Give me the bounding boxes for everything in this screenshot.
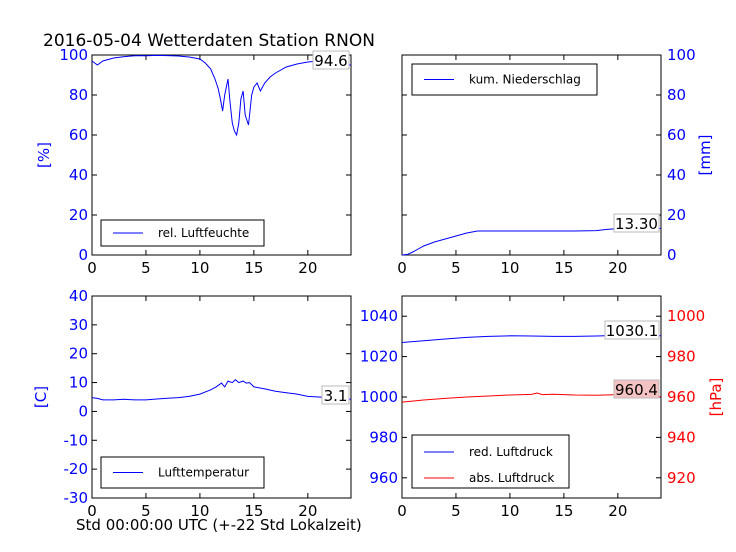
x-tick-label: 10 [500, 259, 519, 277]
y-tick-label: 20 [69, 345, 88, 363]
x-tick-label: 10 [190, 502, 209, 520]
plot-frame [91, 295, 352, 499]
temperature-value: 3.1 [324, 387, 348, 405]
x-tick-label: 5 [141, 259, 151, 277]
y-axis-label: [%] [35, 142, 53, 168]
y-tick-label: 980 [667, 348, 696, 366]
pressure-red-value-box [604, 320, 660, 340]
x-tick-label: 20 [298, 502, 317, 520]
y-axis-label: [C] [32, 386, 50, 408]
y-tick-label: 940 [667, 428, 696, 446]
legend-box [411, 434, 570, 489]
y-tick-label: 0 [78, 402, 88, 420]
y-tick-label: 920 [667, 469, 696, 487]
humidity-value-box [312, 50, 350, 70]
y-tick-label: 30 [69, 316, 88, 334]
y-tick-label: 1000 [360, 388, 398, 406]
x-tick-label: 0 [87, 259, 97, 277]
x-tick-label: 5 [451, 502, 461, 520]
x-tick-label: 0 [397, 502, 407, 520]
pressure-abs-value: 960.4 [615, 381, 658, 399]
x-tick-label: 20 [298, 259, 317, 277]
y-tick-label: 0 [78, 246, 88, 264]
humidity-value: 94.6 [314, 52, 347, 70]
series-line-lufttemperatur [91, 379, 352, 401]
plot-frame [91, 54, 352, 256]
y-tick-label: 80 [69, 86, 88, 104]
x-tick-label: 15 [554, 502, 573, 520]
y-axis-label: [mm] [696, 135, 714, 176]
y-tick-label: 100 [59, 46, 88, 64]
y-tick-label: -20 [64, 460, 89, 478]
y-tick-label: 960 [369, 469, 398, 487]
x-tick-label: 10 [190, 259, 209, 277]
y-tick-label: 960 [667, 388, 696, 406]
legend-label: Lufttemperatur [158, 466, 249, 480]
legend-label: rel. Luftfeuchte [158, 226, 249, 240]
x-tick-label: 0 [397, 259, 407, 277]
y-tick-label: -30 [64, 489, 89, 507]
x-axis-label: Std 00:00:00 UTC (+-22 Std Lokalzeit) [76, 516, 362, 534]
y-axis-label: [hPa] [707, 378, 725, 417]
y-tick-label: 1020 [360, 348, 398, 366]
y-tick-label: 1040 [360, 307, 398, 325]
legend-label: kum. Niederschlag [469, 73, 581, 87]
y-tick-label: 40 [69, 287, 88, 305]
precipitation-value-box [613, 213, 660, 233]
x-tick-label: 5 [141, 502, 151, 520]
plot-frame [401, 54, 662, 256]
series-line-abs-luftdruck [401, 392, 662, 403]
x-tick-label: 15 [554, 259, 573, 277]
y-tick-label: 20 [69, 206, 88, 224]
y-tick-label: 1000 [667, 307, 705, 325]
legend-label: red. Luftdruck [469, 445, 553, 459]
x-tick-label: 0 [87, 502, 97, 520]
y-tick-label: 10 [69, 374, 88, 392]
legend-label: abs. Luftdruck [469, 471, 554, 485]
y-tick-label: 20 [667, 206, 686, 224]
x-tick-label: 10 [500, 502, 519, 520]
y-tick-label: 0 [667, 246, 677, 264]
temperature-value-box [321, 385, 350, 405]
y-tick-label: 60 [667, 126, 686, 144]
y-tick-label: 60 [69, 126, 88, 144]
y-tick-label: 100 [667, 46, 696, 64]
x-tick-label: 15 [244, 502, 263, 520]
y-tick-label: -10 [64, 431, 89, 449]
x-tick-label: 20 [608, 259, 627, 277]
figure-title: 2016-05-04 Wetterdaten Station RNON [43, 31, 375, 51]
y-tick-label: 980 [369, 428, 398, 446]
pressure-red-value: 1030.1 [606, 322, 659, 340]
x-tick-label: 20 [608, 502, 627, 520]
y-tick-label: 40 [69, 166, 88, 184]
precipitation-value: 13.30 [615, 215, 658, 233]
pressure-abs-value-box [613, 379, 660, 399]
x-tick-label: 5 [451, 259, 461, 277]
series-line-kum-niederschlag [401, 227, 661, 256]
y-tick-label: 80 [667, 86, 686, 104]
x-tick-label: 15 [244, 259, 263, 277]
series-line-rel-luftfeuchte [91, 54, 351, 137]
y-tick-label: 40 [667, 166, 686, 184]
